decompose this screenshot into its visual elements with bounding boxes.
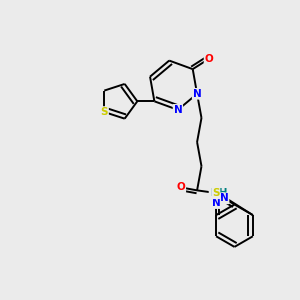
Text: O: O	[176, 182, 185, 192]
Text: O: O	[205, 54, 213, 64]
Text: N: N	[220, 193, 229, 203]
Text: S: S	[212, 188, 220, 198]
Text: S: S	[100, 107, 108, 117]
Text: NH: NH	[209, 188, 227, 198]
Text: N: N	[173, 105, 182, 115]
Text: N: N	[212, 198, 220, 208]
Text: N: N	[193, 89, 201, 99]
